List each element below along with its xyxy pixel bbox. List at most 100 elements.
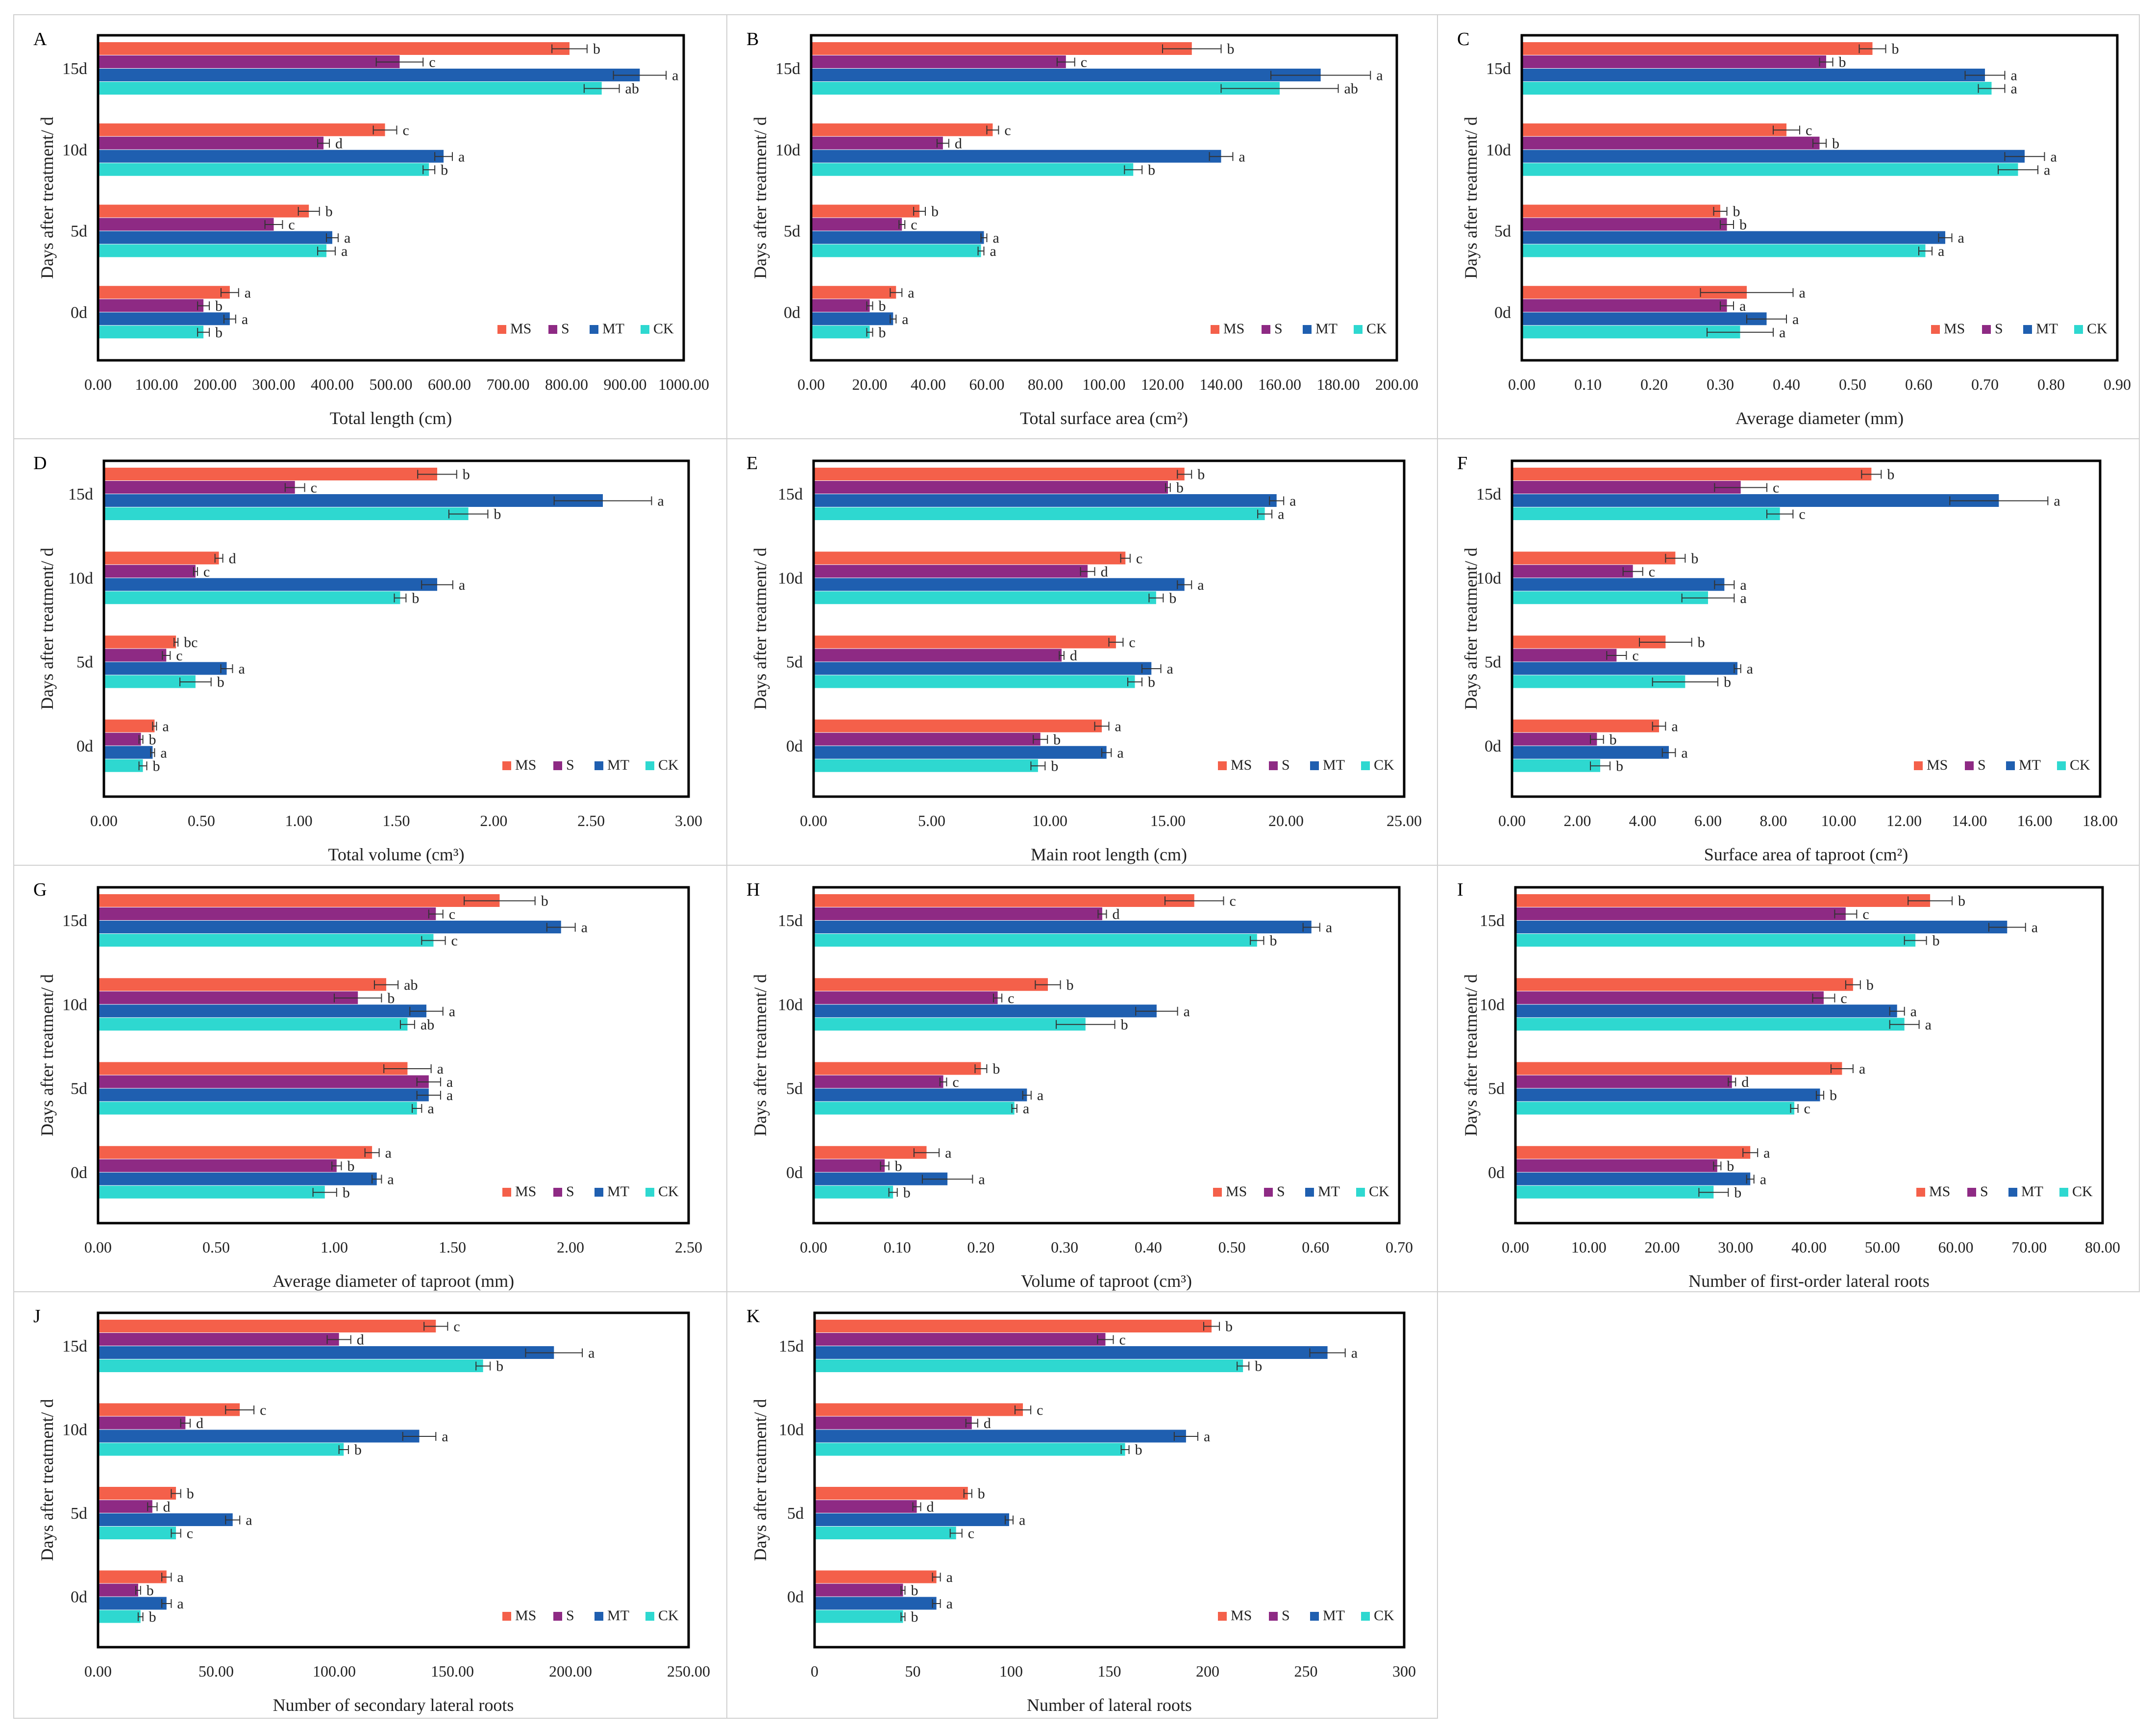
legend-label-S: S	[1277, 1183, 1285, 1200]
bar-MS	[814, 468, 1185, 480]
legend-label-MT: MT	[2021, 1183, 2043, 1200]
bar-CK	[814, 1018, 1086, 1031]
x-tick-label: 200.00	[1375, 376, 1418, 393]
significance-letter: b	[1727, 1158, 1734, 1174]
x-axis-title: Volume of taproot (cm³)	[1021, 1271, 1192, 1291]
significance-letter: b	[1176, 480, 1184, 496]
bar-CK	[98, 934, 434, 947]
x-tick-label: 20.00	[1645, 1238, 1680, 1256]
bar-S	[104, 565, 196, 578]
bar-MS	[98, 1570, 167, 1583]
category-label: 5d	[1485, 653, 1501, 672]
significance-letter: c	[176, 648, 182, 664]
legend-label-MS: MS	[510, 321, 531, 337]
significance-letter: b	[878, 325, 886, 341]
bar-MT	[98, 1088, 429, 1102]
category-label: 5d	[1494, 223, 1511, 241]
significance-letter: c	[1632, 648, 1638, 664]
significance-letter: a	[385, 1145, 392, 1161]
x-tick-label: 14.00	[1952, 812, 1987, 829]
legend-label-MS: MS	[515, 757, 536, 773]
bar-S	[814, 649, 1062, 662]
legend-label-MT: MT	[2036, 321, 2058, 337]
bar-MS	[814, 894, 1194, 907]
bar-CK	[811, 163, 1134, 176]
significance-letter: b	[152, 758, 160, 774]
significance-letter: a	[177, 1596, 183, 1612]
category-label: 15d	[62, 1337, 87, 1355]
panel-letter: A	[33, 29, 47, 50]
significance-letter: a	[446, 1087, 453, 1104]
x-axis-title: Number of lateral roots	[1027, 1695, 1192, 1715]
legend-label-MS: MS	[1231, 757, 1252, 773]
category-label: 0d	[784, 303, 800, 322]
bar-S	[814, 1159, 885, 1172]
category-label: 0d	[76, 737, 93, 755]
x-tick-label: 1.00	[285, 812, 313, 829]
legend-swatch-MT	[595, 1612, 603, 1621]
significance-letter: a	[1115, 718, 1121, 734]
x-tick-label: 300	[1392, 1662, 1416, 1680]
legend-swatch-MS	[502, 761, 511, 770]
legend-label-CK: CK	[658, 1607, 679, 1624]
bar-MS	[1522, 42, 1873, 55]
legend-label-MS: MS	[1226, 1183, 1247, 1200]
significance-letter: b	[1734, 1184, 1741, 1201]
x-tick-label: 20.00	[1268, 812, 1304, 829]
panel-frame	[726, 1291, 1438, 1719]
bar-CK	[814, 675, 1135, 688]
significance-letter: b	[215, 298, 223, 314]
legend-swatch-MT	[595, 1188, 603, 1197]
category-label: 15d	[775, 60, 800, 78]
bar-S	[811, 218, 902, 231]
panel-frame	[1437, 865, 2140, 1292]
significance-letter: a	[1763, 1145, 1770, 1161]
x-tick-label: 0.50	[202, 1238, 230, 1256]
significance-letter: b	[1227, 41, 1235, 57]
bar-MS	[815, 1487, 968, 1500]
significance-letter: a	[245, 285, 251, 301]
x-tick-label: 2.00	[1563, 812, 1591, 829]
legend-swatch-MS	[1218, 1612, 1227, 1621]
bar-MS	[1522, 204, 1720, 218]
bar-S	[1512, 565, 1633, 578]
legend-label-MT: MT	[1315, 321, 1338, 337]
significance-letter: a	[238, 661, 245, 677]
category-label: 5d	[71, 1080, 87, 1098]
bar-MS	[814, 1062, 981, 1075]
x-tick-label: 0.10	[884, 1238, 911, 1256]
significance-letter: a	[1204, 1429, 1210, 1445]
x-tick-label: 2.50	[577, 812, 605, 829]
bar-MS	[815, 1570, 937, 1583]
significance-letter: a	[1792, 311, 1799, 327]
legend-swatch-S	[1967, 1188, 1976, 1197]
category-label: 15d	[1486, 60, 1511, 78]
plot-border	[812, 459, 1406, 798]
legend-swatch-CK	[2057, 761, 2066, 770]
significance-letter: ab	[1344, 81, 1358, 97]
bar-CK	[811, 82, 1280, 95]
x-tick-label: 1.50	[383, 812, 410, 829]
significance-letter: a	[1376, 68, 1383, 84]
legend-swatch-S	[1264, 1188, 1273, 1197]
bar-S	[98, 1075, 429, 1088]
x-tick-label: 200.00	[194, 376, 237, 393]
y-axis-title: Days after treatment/ d	[750, 548, 770, 710]
category-label: 15d	[62, 60, 87, 78]
y-axis-title: Days after treatment/ d	[37, 974, 57, 1136]
significance-letter: b	[1197, 467, 1205, 483]
bar-S	[814, 1075, 943, 1088]
x-tick-label: 120.00	[1141, 376, 1184, 393]
bar-S	[814, 732, 1041, 746]
category-label: 10d	[778, 569, 803, 587]
significance-letter: b	[1225, 1319, 1233, 1335]
x-tick-label: 5.00	[918, 812, 945, 829]
x-tick-label: 160.00	[1258, 376, 1301, 393]
significance-letter: c	[1773, 480, 1779, 496]
x-tick-label: 60.00	[969, 376, 1005, 393]
bar-S	[98, 136, 324, 150]
x-tick-label: 16.00	[2017, 812, 2053, 829]
plot-border	[97, 34, 685, 362]
